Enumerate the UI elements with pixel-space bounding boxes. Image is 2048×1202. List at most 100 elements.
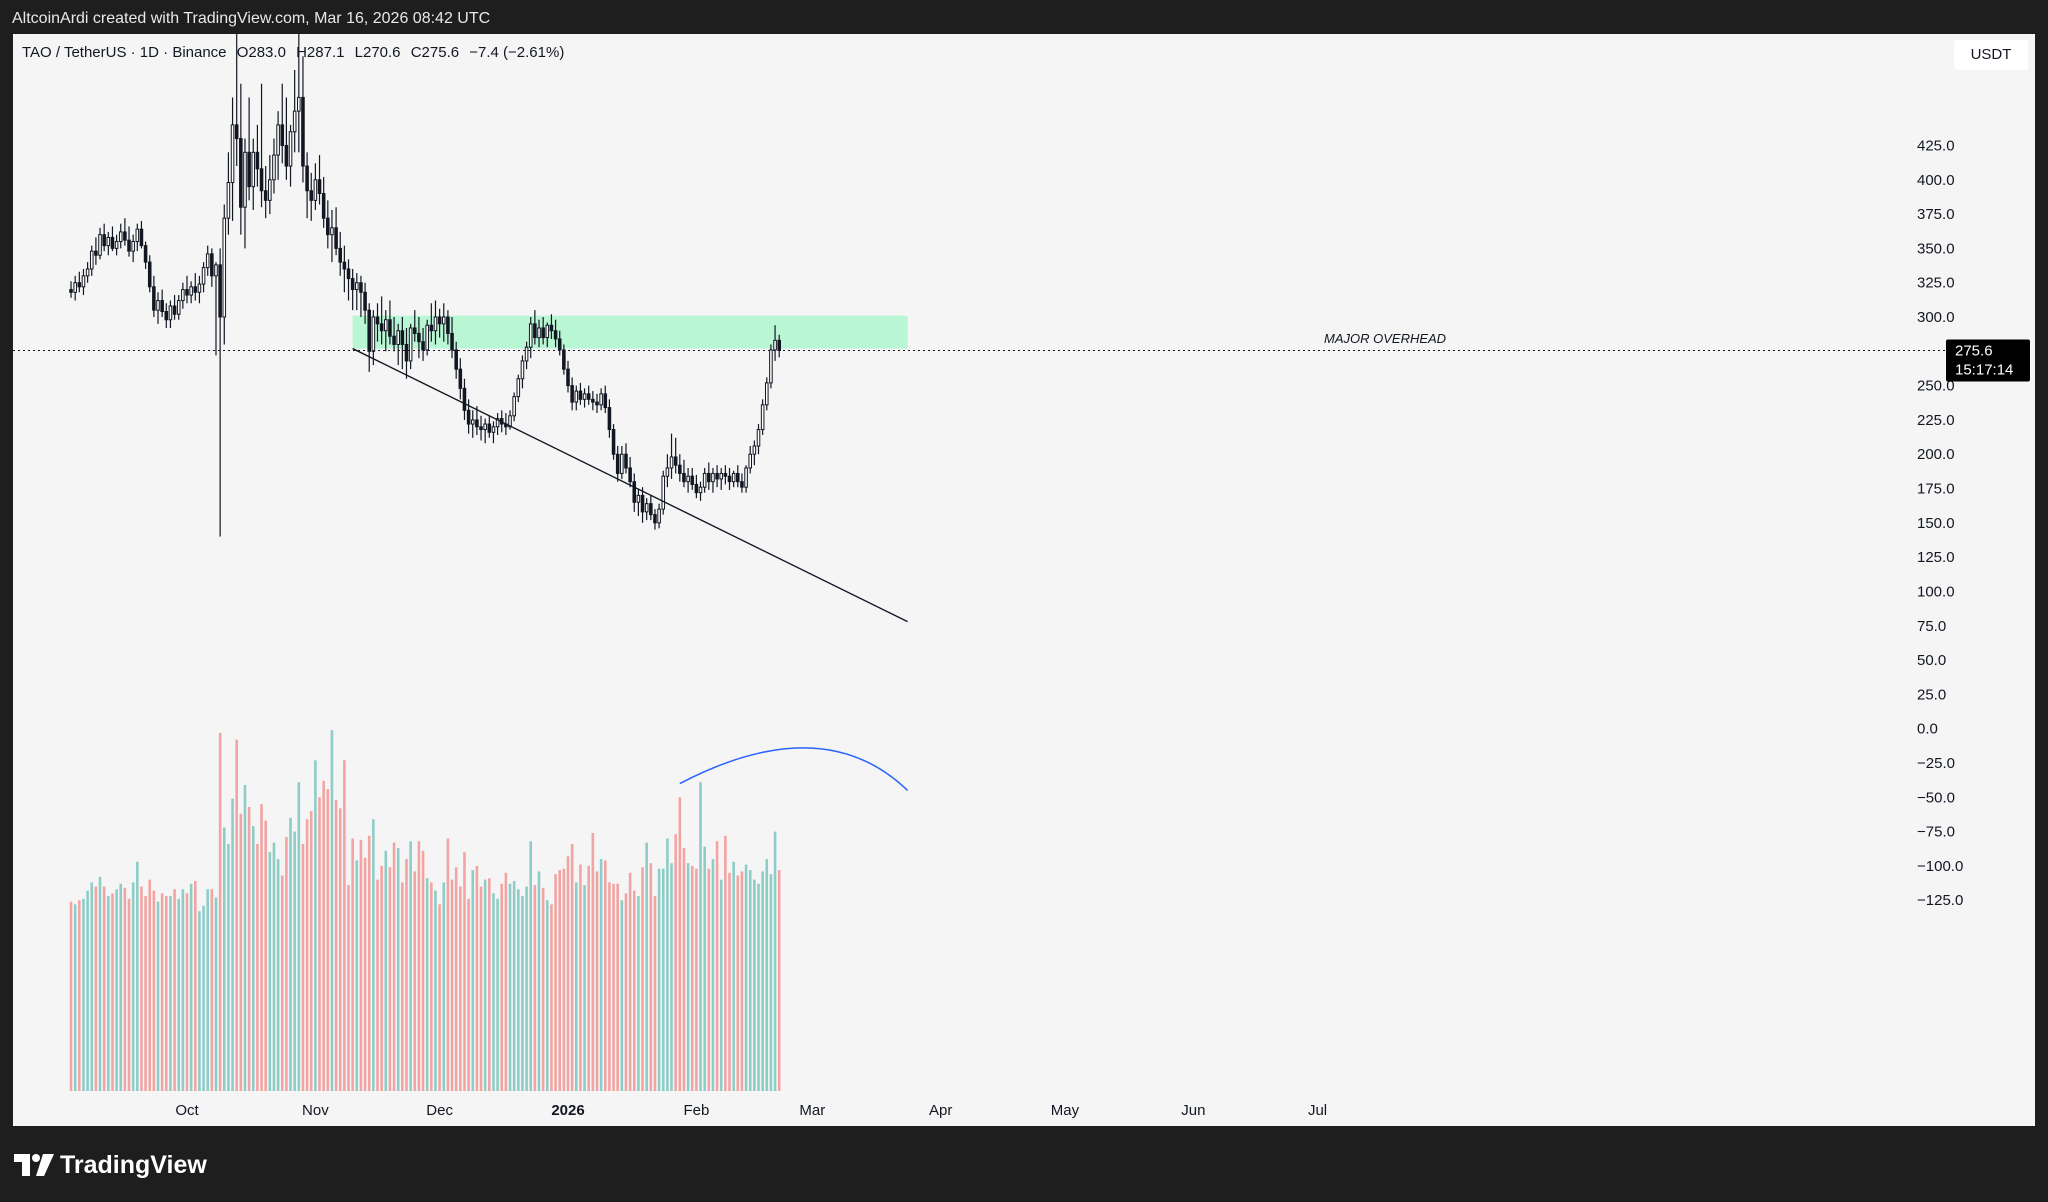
attribution-text: AltcoinArdi created with TradingView.com… [12,10,491,27]
candle-body [665,467,670,477]
volume-bar [579,864,582,1091]
volume-bar [111,893,114,1091]
volume-bar [479,886,483,1091]
candle-body [764,382,769,406]
volume-bar [666,838,669,1091]
candle-body [326,217,330,236]
tradingview-logo[interactable]: TradingView [14,1148,207,1182]
volume-bar [425,878,429,1091]
candle-body [247,151,251,188]
candle-body [516,378,521,398]
volume-bar [152,890,156,1091]
volume-bar [169,896,172,1091]
candle-body [711,472,715,483]
candle-body [470,419,475,425]
volume-bar [703,846,706,1091]
volume-bar [247,806,251,1091]
volume-bar [405,859,408,1091]
volume-bar [193,881,197,1091]
y-axis-tick-label: 200.0 [1917,446,1955,463]
candle-body [752,445,757,455]
legend-low: L270.6 [354,44,401,61]
candle-body [268,179,272,201]
volume-bar [102,886,106,1091]
volume-bar [707,868,711,1091]
candle-body [350,278,355,291]
candle-body [707,472,711,483]
volume-bar [314,760,317,1091]
volume-bar [492,893,495,1091]
volume-bar [144,896,147,1091]
price-tag [1946,339,2030,382]
volume-bar [218,732,222,1091]
volume-bar [570,843,574,1091]
volume-bar [82,898,85,1091]
price-tag-value: 275.6 [1955,342,1993,359]
resistance-zone-layer: MAJOR OVERHEAD [352,315,1446,349]
candle-body [541,327,545,339]
volume-bar [483,879,487,1091]
y-axis-tick-label: 375.0 [1917,206,1955,223]
volume-bar [78,900,81,1091]
x-axis-tick-label: Nov [302,1102,329,1119]
volume-bar [744,864,748,1091]
volume-bar [392,842,396,1091]
chart-panel[interactable] [13,34,2035,1126]
candle-body [661,475,666,510]
attribution-header: AltcoinArdi created with TradingView.com… [0,0,2048,34]
volume-bar [127,898,131,1091]
volume-bar [148,879,152,1091]
candle-body [702,472,707,488]
candle-body [123,231,127,241]
candle-body [193,286,198,293]
volume-bar [289,817,292,1091]
volume-bar [301,843,305,1091]
volume-bar [454,867,458,1091]
y-axis-tick-label: −100.0 [1917,858,1963,875]
volume-bar [690,865,694,1091]
volume-bar [338,808,342,1091]
candle-body [210,253,214,277]
candle-body [412,327,417,334]
candle-body [487,423,492,433]
volume-bar [674,834,677,1091]
candle-body [582,393,587,400]
volume-bar [695,868,698,1091]
candle-body [669,456,674,469]
volume-bar [620,900,624,1091]
volume-bar [500,883,504,1091]
volume-bar [409,841,412,1091]
volume-bar [156,901,160,1091]
volume-bar [235,739,238,1091]
candle-body [255,151,260,170]
volume-bar [297,782,301,1091]
candle-body [98,234,102,256]
candle-body [553,330,558,340]
volume-bar [653,896,657,1091]
candle-body [367,309,372,352]
candle-body [632,481,637,503]
volume-bar [728,872,731,1091]
candle-body [222,217,227,318]
volume-bar [388,867,392,1091]
candle-body [127,239,131,252]
x-axis-tick-label: Mar [799,1102,825,1119]
candle-body [272,154,276,181]
volume-bar [649,863,653,1091]
candle-body [197,283,202,293]
candle-body [164,311,169,321]
candle-body [446,316,450,334]
volume-bar [264,820,267,1091]
candle-body [777,339,781,351]
candle-body [624,453,628,469]
candle-body [94,250,98,256]
candle-body [475,419,479,428]
volume-bar [566,856,570,1091]
volume-bar [326,789,330,1091]
x-axis-tick-label: Feb [683,1102,709,1119]
volume-layer [69,730,781,1091]
currency-button[interactable]: USDT [1954,40,2028,70]
candle-body [81,275,86,288]
y-axis-tick-label: 50.0 [1917,652,1946,669]
